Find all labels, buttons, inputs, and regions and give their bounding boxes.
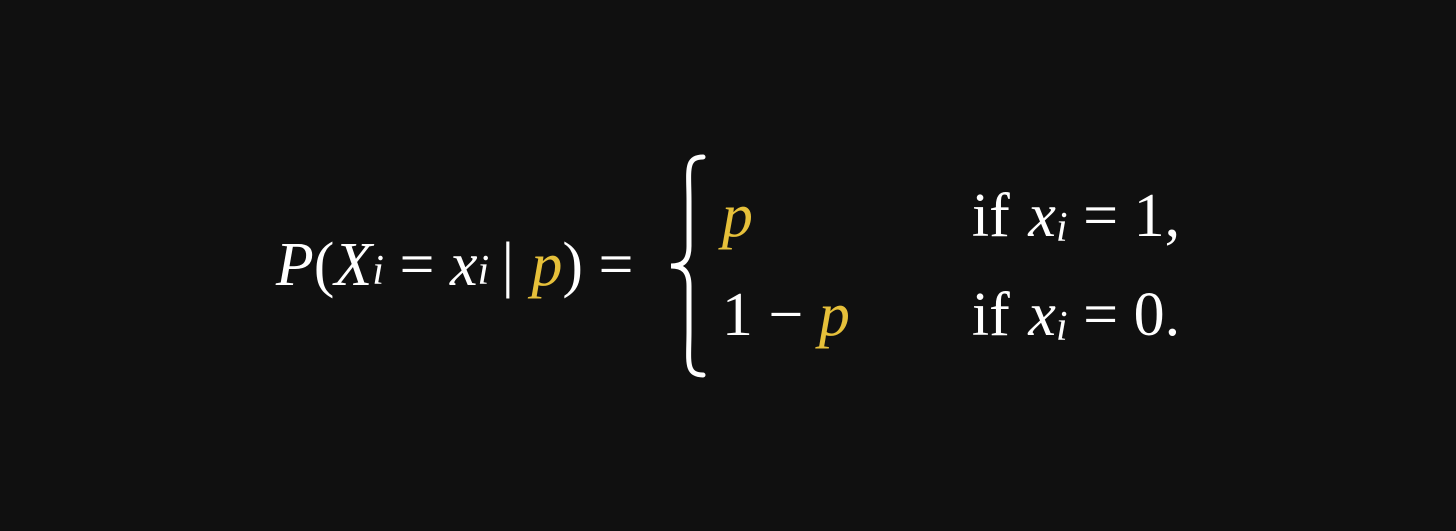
equals-case1: = (1083, 181, 1118, 252)
sub-i-4: i (1056, 302, 1068, 351)
case-2-condition: if x i = 0 . (972, 280, 1180, 351)
equals-case2: = (1083, 280, 1118, 351)
sub-i-3: i (1056, 203, 1068, 252)
minus-case2: − (768, 280, 803, 351)
param-p-case1: p (722, 181, 753, 252)
param-p-lhs: p (531, 230, 562, 301)
one-case2: 1 (722, 280, 753, 351)
comma-1: , (1165, 181, 1181, 252)
case-1-value: p (722, 181, 972, 252)
period-2: . (1165, 280, 1181, 351)
x-case1: x (1028, 181, 1056, 252)
cases-block: p if x i = 1 , 1 − p if (665, 151, 1181, 381)
val-1: 1 (1134, 181, 1165, 252)
bernoulli-pmf-equation: P ( X i = x i | p ) = p if x i = (276, 151, 1180, 381)
var-X: X (334, 230, 372, 301)
case-1-condition: if x i = 1 , (972, 181, 1180, 252)
if-1: if (972, 181, 1010, 252)
case-row-1: p if x i = 1 , (722, 181, 1180, 252)
close-paren: ) (562, 230, 583, 301)
var-x: x (450, 230, 478, 301)
open-paren: ( (314, 230, 335, 301)
x-case2: x (1028, 280, 1056, 351)
equation-lhs: P ( X i = x i | p ) = (276, 230, 649, 301)
cases-list: p if x i = 1 , 1 − p if (722, 181, 1180, 351)
case-2-value: 1 − p (722, 280, 972, 351)
val-0: 0 (1134, 280, 1165, 351)
param-p-case2: p (819, 280, 850, 351)
sub-i-1: i (372, 246, 384, 295)
equals-2: = (599, 230, 634, 301)
left-brace-icon (665, 151, 710, 381)
cond-bar: | (502, 230, 514, 301)
case-row-2: 1 − p if x i = 0 . (722, 280, 1180, 351)
equals-1: = (400, 230, 435, 301)
sub-i-2: i (478, 246, 490, 295)
if-2: if (972, 280, 1010, 351)
prob-P: P (276, 230, 314, 301)
